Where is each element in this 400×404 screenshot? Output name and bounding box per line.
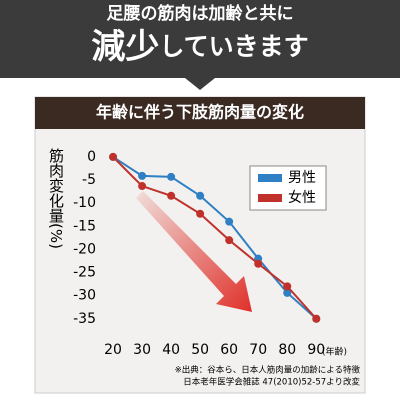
x-tick-label: 80 [278,342,296,358]
y-tick-label: -10 [73,195,96,211]
point [312,314,321,323]
point [167,191,176,200]
point [283,282,292,291]
x-tick-label: 90 [307,342,325,358]
trend-arrow [136,191,252,312]
y-tick-label: -5 [82,172,96,188]
y-tick-label: -15 [73,218,96,234]
legend-label: 女性 [288,189,316,206]
card-header [35,97,365,129]
point [196,209,205,218]
banner-rest: していきます [159,32,308,61]
y-tick-label: 0 [87,149,96,165]
legend-box [249,165,327,211]
point [225,236,234,245]
x-tick-label: 70 [249,342,267,358]
point [138,182,147,191]
point [196,191,205,200]
banner-line1: 足腰の筋肉は加齢と共に [107,3,294,24]
y-tick-label: -35 [73,311,96,327]
card [34,96,366,394]
x-axis-label: (年齢) [322,346,347,358]
point [254,259,263,268]
line [112,156,318,320]
y-tick-label: -30 [73,288,96,304]
banner-bg [0,0,400,90]
x-tick-label: 50 [191,342,209,358]
chart-title: 年齢に伴う下肢筋肉量の変化 [96,103,304,122]
legend-swatch [258,174,282,182]
point [109,152,118,161]
banner-line2: 減少していきます [91,27,308,67]
note: 日本老年医学会雑誌 47(2010)52-57より改変 [183,377,360,388]
legend-label: 男性 [288,170,316,186]
y-tick-label: -25 [73,265,96,281]
point [167,172,176,181]
banner-emphasis: 減少 [91,27,159,67]
x-tick-label: 40 [162,342,180,358]
y-tick-label: -20 [73,241,96,257]
point [225,217,234,226]
y-axis-label: 筋肉変化量(%) [47,148,65,249]
note: ※出典：谷本ら、日本人筋肉量の加齢による特徴 [175,365,361,376]
line [112,156,317,320]
legend-swatch [258,194,282,202]
x-tick-label: 60 [220,342,238,358]
x-tick-label: 20 [104,342,122,358]
x-tick-label: 30 [133,342,151,358]
point [283,288,292,297]
point [138,171,147,180]
